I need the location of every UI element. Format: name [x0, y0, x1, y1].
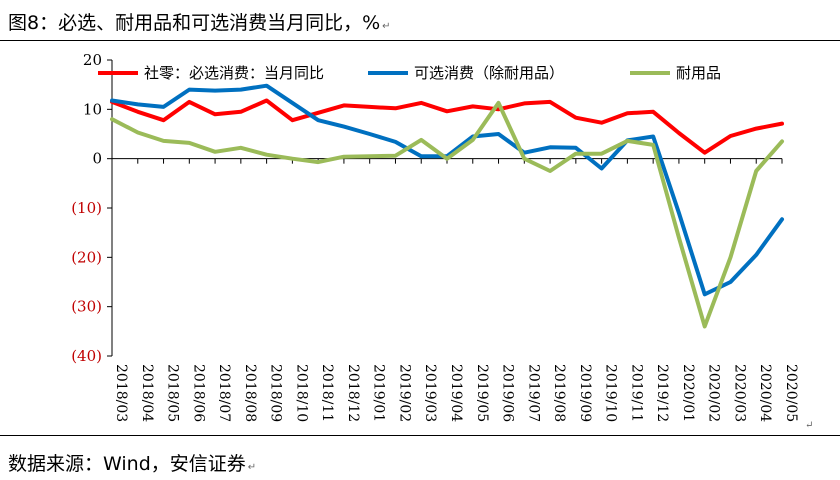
- x-tick-label: 2018/10: [293, 364, 309, 422]
- x-tick-label: 2019/10: [603, 364, 619, 422]
- x-tick-label: 2018/08: [242, 364, 258, 422]
- y-tick-label: 20: [83, 51, 102, 69]
- x-tick-label: 2018/05: [165, 364, 181, 422]
- x-tick-label: 2020/04: [757, 364, 773, 422]
- x-tick-label: 2019/01: [371, 364, 387, 422]
- x-tick-label: 2018/12: [345, 364, 361, 422]
- x-tick-label: 2019/04: [448, 364, 464, 422]
- y-tick-label: 0: [92, 150, 102, 168]
- x-tick-label: 2018/07: [216, 364, 232, 422]
- chart-series: [110, 83, 784, 329]
- legend-label-2: 可选消费（除耐用品）: [414, 64, 564, 82]
- x-tick-label: 2019/12: [654, 364, 670, 422]
- chart-legend: 社零：必选消费：当月同比 可选消费（除耐用品） 耐用品: [98, 64, 721, 82]
- x-tick-label: 2019/05: [474, 364, 490, 422]
- return-mark-icon: ↵: [805, 420, 814, 431]
- y-tick-label: (30): [71, 298, 102, 316]
- series-line-1: [110, 98, 784, 155]
- bottom-rule: [0, 435, 840, 436]
- top-rule: [0, 40, 840, 41]
- x-tick-label: 2020/02: [706, 364, 722, 422]
- chart-axes: 20 10 0 (10) (20) (30) (40): [71, 51, 783, 365]
- line-chart: 20 10 0 (10) (20) (30) (40) 社零：必选消费：当月同比 可选消费（除…: [71, 51, 799, 422]
- y-tick-label: (20): [71, 248, 102, 266]
- y-tick-label: 10: [83, 100, 102, 118]
- y-tick-label: (10): [71, 199, 102, 217]
- series-line-2: [110, 83, 784, 297]
- x-tick-label: 2020/03: [731, 364, 747, 422]
- source-note: 数据来源：Wind，安信证券 ↵: [8, 453, 257, 475]
- x-tick-label: 2019/03: [422, 364, 438, 422]
- x-tick-label: 2018/04: [139, 364, 155, 422]
- legend-label-1: 社零：必选消费：当月同比: [144, 64, 324, 82]
- chart-title: 图8：必选、耐用品和可选消费当月同比，% ↵: [8, 12, 391, 34]
- y-tick-label: (40): [71, 347, 102, 365]
- x-tick-labels: 2018/03 2018/04 2018/05 2018/06 2018/07 2018/…: [113, 364, 799, 422]
- x-tick-label: 2020/05: [783, 364, 799, 422]
- legend-label-3: 耐用品: [676, 64, 721, 82]
- x-tick-label: 2019/06: [500, 364, 516, 422]
- x-tick-label: 2020/01: [680, 364, 696, 422]
- x-tick-label: 2018/09: [268, 364, 284, 422]
- return-mark-icon: ↵: [382, 21, 391, 32]
- x-tick-label: 2019/08: [551, 364, 567, 422]
- x-tick-label: 2019/02: [396, 364, 412, 422]
- x-tick-label: 2018/03: [113, 364, 129, 422]
- x-tick-label: 2018/11: [319, 364, 335, 422]
- x-tick-label: 2019/07: [525, 364, 541, 422]
- return-mark-icon: ↵: [247, 462, 257, 473]
- x-tick-label: 2018/06: [190, 364, 206, 422]
- x-tick-label: 2019/09: [577, 364, 593, 422]
- series-line-3: [110, 100, 784, 329]
- x-tick-label: 2019/11: [628, 364, 644, 422]
